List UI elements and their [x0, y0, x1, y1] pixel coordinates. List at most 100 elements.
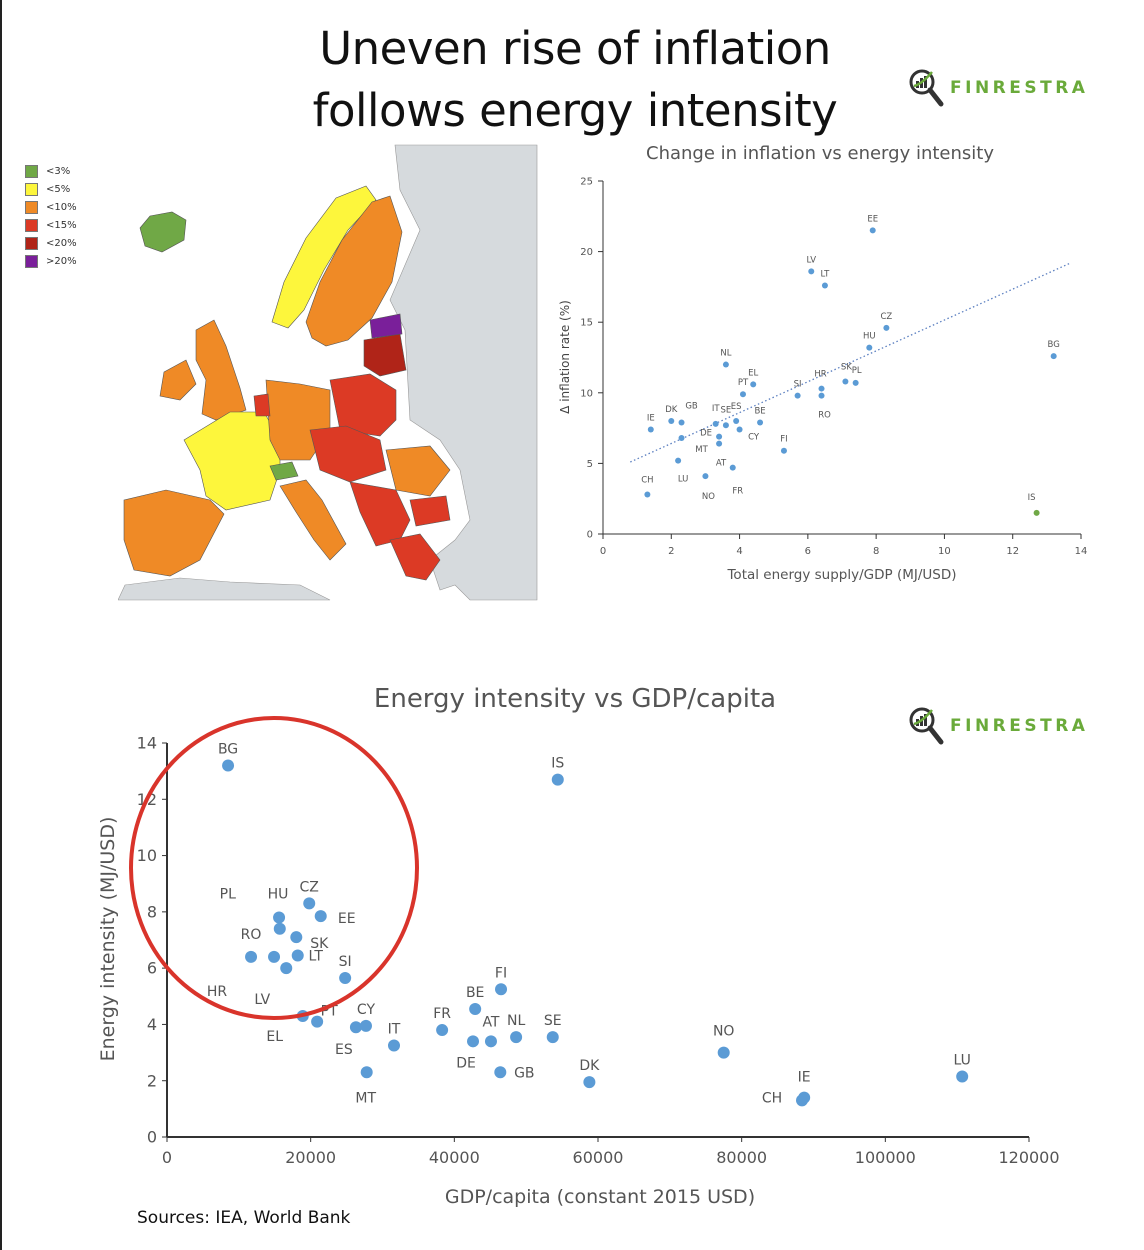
data-label-lt: LT [309, 948, 324, 964]
data-label-at: AT [482, 1014, 499, 1030]
legend-label: <10% [46, 201, 77, 213]
data-point-lv [808, 268, 815, 275]
data-label-gb: GB [514, 1065, 534, 1081]
data-point-ro [245, 950, 258, 963]
data-label-de: DE [456, 1055, 476, 1071]
y-tick-label: 0 [587, 530, 593, 541]
map-region-ireland [159, 359, 197, 401]
y-tick-label: 10 [137, 846, 157, 865]
data-label-be: BE [466, 985, 484, 1001]
map-region-romania [385, 445, 451, 497]
data-point-be [757, 419, 764, 426]
data-point-lu [956, 1070, 969, 1083]
data-point-it [387, 1039, 400, 1052]
top-chart-xlabel: Total energy supply/GDP (MJ/USD) [727, 567, 957, 583]
data-label-hu: HU [863, 332, 876, 342]
data-label-es: ES [731, 402, 742, 412]
data-point-hu [866, 344, 873, 351]
data-point-mt [360, 1066, 373, 1079]
y-tick-label: 15 [580, 318, 593, 329]
data-label-es: ES [335, 1042, 353, 1058]
data-point-dk [668, 418, 675, 425]
data-point-no [702, 473, 709, 480]
data-point-ie [798, 1091, 811, 1104]
data-point-cy [736, 426, 743, 433]
map-region-central-europe [309, 425, 387, 483]
brand-logo-bottom: FINRESTRA [908, 706, 1088, 746]
x-tick-label: 4 [736, 546, 742, 557]
data-point-el [750, 381, 757, 388]
title-line-2: follows energy intensity [312, 84, 838, 137]
y-tick-label: 14 [137, 734, 157, 753]
legend-swatch [25, 218, 38, 232]
data-point-be [469, 1002, 482, 1015]
data-label-at: AT [716, 459, 727, 469]
data-label-ro: RO [241, 927, 262, 943]
data-label-nl: NL [507, 1013, 525, 1029]
map-region-switzerland [269, 461, 299, 481]
data-point-fr [436, 1024, 449, 1037]
legend-swatch [25, 164, 38, 178]
x-tick-label: 20000 [285, 1148, 336, 1167]
legend-swatch [25, 182, 38, 196]
brand-name: FINRESTRA [950, 716, 1089, 736]
legend-item: >20% [25, 252, 77, 270]
x-tick-label: 120000 [998, 1148, 1059, 1167]
data-label-lu: LU [954, 1052, 971, 1068]
data-label-bg: BG [1048, 340, 1060, 350]
brand-name: FINRESTRA [950, 78, 1089, 98]
data-point-bg [1050, 353, 1057, 360]
data-label-nl: NL [720, 349, 731, 359]
data-label-cy: CY [748, 433, 760, 443]
bottom-scatter-chart: 0 20000 40000 60000 80000 100000 120000 0 2 4 6 8 10… [129, 716, 1060, 1167]
data-point-bg [222, 759, 235, 772]
data-point-pt [739, 391, 746, 398]
brand-logo-top: FINRESTRA [908, 68, 1088, 108]
y-tick-label: 5 [587, 459, 593, 470]
data-point-se [722, 422, 729, 429]
data-point-nl [722, 361, 729, 368]
trendline [630, 262, 1072, 463]
page-title: Uneven rise of inflation follows energy … [250, 18, 900, 142]
data-label-is: IS [551, 756, 564, 772]
data-point-sk [290, 931, 303, 944]
data-point-si [339, 971, 352, 984]
x-tick-label: 6 [805, 546, 811, 557]
data-label-fi: FI [780, 435, 787, 445]
x-tick-label: 0 [600, 546, 606, 557]
legend-label: <3% [46, 165, 71, 177]
data-point-lu [675, 457, 682, 464]
data-label-pl: PL [852, 366, 862, 376]
data-point-de [467, 1035, 480, 1048]
data-label-fr: FR [732, 487, 743, 497]
data-label-fr: FR [433, 1006, 451, 1022]
data-label-pt: PT [738, 378, 749, 388]
data-point-fr [729, 464, 736, 471]
title-line-1: Uneven rise of inflation [319, 22, 831, 75]
data-label-ie: IE [798, 1070, 811, 1086]
y-tick-label: 4 [147, 1015, 157, 1034]
data-point-lv [280, 962, 293, 975]
data-point-lt [291, 949, 304, 962]
x-tick-label: 80000 [716, 1148, 767, 1167]
data-point-hu [273, 911, 286, 924]
x-tick-label: 100000 [855, 1148, 916, 1167]
data-point-pt [311, 1015, 324, 1028]
data-label-ee: EE [338, 911, 356, 927]
data-label-si: SI [794, 380, 802, 390]
y-tick-label: 0 [147, 1128, 157, 1147]
data-point-is [551, 773, 564, 786]
legend-label: <15% [46, 219, 77, 231]
data-label-it: IT [388, 1022, 401, 1038]
map-region-greece [389, 533, 441, 581]
map-legend: <3% <5% <10% <15% <20% >20% [25, 162, 77, 270]
legend-item: <5% [25, 180, 77, 198]
data-label-pl: PL [220, 887, 236, 903]
data-point-ch [644, 491, 651, 498]
data-point-fi [495, 983, 508, 996]
highlight-circle [129, 716, 419, 1020]
data-label-sk: SK [841, 363, 852, 373]
data-label-el: EL [266, 1029, 283, 1045]
legend-item: <10% [25, 198, 77, 216]
